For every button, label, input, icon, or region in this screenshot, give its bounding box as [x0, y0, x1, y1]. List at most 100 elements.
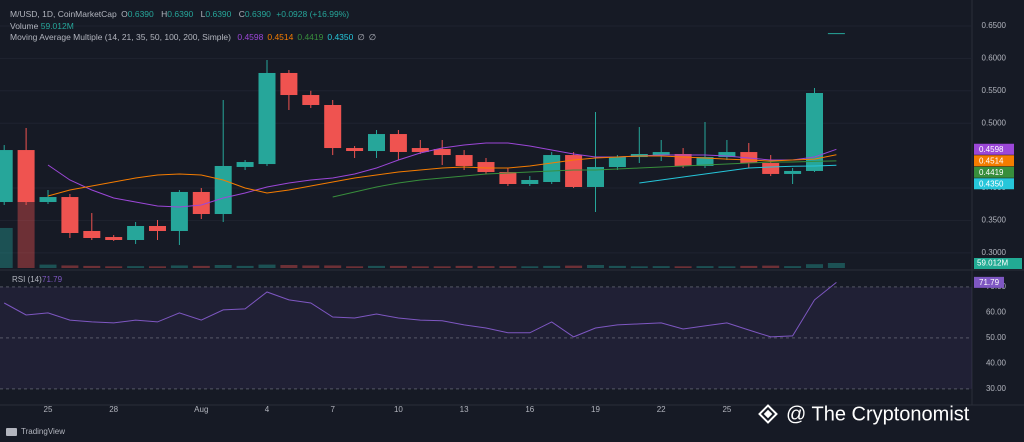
ohlc-value: 0.6390	[244, 9, 271, 19]
candle-body	[258, 72, 276, 165]
candle-body	[214, 165, 232, 215]
ohlc-key: C	[238, 9, 245, 19]
volume-bar	[149, 266, 166, 268]
volume-bar	[0, 227, 13, 268]
rsi-line	[3, 282, 837, 338]
candle-body	[521, 179, 539, 185]
candle-body	[674, 153, 692, 166]
brand-logo: TradingView	[6, 427, 65, 436]
volume-bar	[258, 264, 276, 268]
volume-bar	[762, 265, 780, 268]
ma-value: 0.4419	[297, 32, 324, 42]
volume-bar	[433, 266, 451, 268]
x-tick-label: 22	[657, 405, 666, 414]
ma-value: 0.4514	[267, 32, 294, 42]
volume-bar	[696, 266, 714, 268]
y-tick-label: 0.6000	[982, 54, 1007, 63]
volume-bar	[587, 265, 604, 268]
x-tick-label: 7	[330, 405, 335, 414]
price-label-box	[974, 178, 1014, 190]
candle-body	[762, 163, 780, 174]
candle-body	[192, 191, 210, 215]
rsi-tick-label: 50.00	[986, 333, 1007, 342]
volume-bar	[192, 265, 210, 268]
candle-body	[827, 33, 845, 35]
ma-value: 0.4598	[237, 32, 264, 42]
candle-body	[324, 104, 342, 149]
candle-body	[718, 152, 736, 158]
volume-bar	[674, 266, 692, 268]
volume-bar	[630, 266, 648, 268]
volume-bar	[214, 265, 232, 268]
volume-row: Volume 59.012M	[10, 21, 376, 33]
y-tick-label: 0.5500	[982, 86, 1007, 95]
ma-line	[332, 160, 837, 198]
symbol-row: M/USD, 1D, CoinMarketCap O0.6390 H0.6390…	[10, 9, 376, 21]
price-label: 0.4419	[979, 168, 1004, 177]
rsi-title: RSI (14)	[12, 275, 42, 284]
y-tick-label: 0.5000	[982, 118, 1007, 127]
volume-bar	[740, 265, 758, 268]
volume-bar	[608, 265, 626, 268]
volume-name: Volume	[10, 20, 39, 31]
candle-body	[302, 95, 320, 105]
candle-body	[105, 237, 123, 241]
x-tick-label: 16	[525, 405, 534, 414]
candle-body	[477, 162, 495, 173]
volume-bar	[411, 266, 429, 268]
candle-body	[499, 172, 517, 185]
ohlc-value: 0.6390	[205, 9, 232, 19]
candle-body	[368, 134, 385, 152]
brand: TradingView	[21, 427, 65, 436]
rsi-tick-label: 60.00	[986, 308, 1007, 317]
ma-row: Moving Average Multiple (14, 21, 35, 50,…	[10, 32, 376, 44]
volume-bar	[784, 266, 802, 268]
candle-body	[346, 148, 364, 152]
volume-label-box	[974, 258, 1022, 269]
rsi-value: 71.79	[42, 275, 63, 284]
candle-body	[127, 226, 145, 241]
volume-bar	[170, 265, 188, 268]
candle-body	[587, 167, 604, 187]
price-label: 0.4514	[979, 156, 1004, 165]
price-label-box	[974, 155, 1014, 167]
y-tick-label: 0.3000	[982, 248, 1007, 257]
price-label: 0.4350	[979, 179, 1004, 188]
candle-body	[411, 148, 429, 152]
volume-bar	[105, 266, 123, 268]
price-label-box	[974, 166, 1014, 178]
ohlc-key: L	[200, 9, 206, 19]
legend: M/USD, 1D, CoinMarketCap O0.6390 H0.6390…	[10, 9, 376, 44]
volume-bar	[389, 265, 407, 268]
ohlc-value: 0.6390	[127, 9, 154, 19]
ma-empty: ∅	[357, 32, 365, 42]
watermark: @ The Cryptonomist	[758, 403, 970, 425]
volume-bar	[346, 266, 364, 268]
y-tick-label: 0.6500	[982, 21, 1007, 30]
volume-bar	[455, 265, 473, 268]
price-label: 0.4598	[979, 145, 1004, 154]
candle-body	[149, 226, 166, 231]
candle-body	[0, 150, 13, 203]
x-tick-label: 10	[394, 405, 403, 414]
volume-bar	[718, 266, 736, 268]
volume-value: 59.012M	[40, 20, 74, 31]
volume-bar	[302, 265, 320, 268]
ma-line	[47, 154, 837, 197]
candle-body	[61, 197, 79, 234]
candle-body	[696, 157, 714, 166]
volume-bar	[806, 264, 823, 268]
volume-bar	[236, 265, 254, 268]
volume-bar	[565, 265, 583, 268]
x-tick-label: 13	[460, 405, 469, 414]
rsi-tick-label: 30.00	[986, 384, 1007, 393]
ohlc-key: O	[121, 9, 128, 19]
ma-line	[47, 142, 837, 208]
watermark-text: @ The Cryptonomist	[786, 403, 970, 425]
ohlc-key: H	[161, 9, 168, 19]
candle-body	[784, 170, 802, 174]
x-tick-label: 25	[44, 405, 53, 414]
